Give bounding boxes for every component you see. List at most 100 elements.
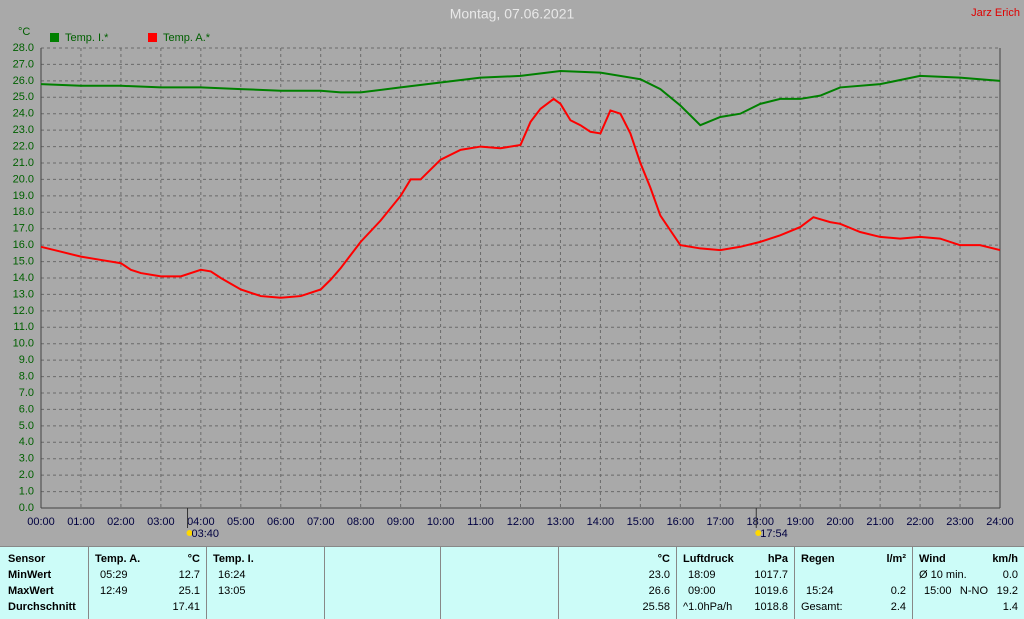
legend-label: Temp. I.* [65,32,109,44]
column-separator [558,547,559,619]
y-tick-label: 20.0 [13,173,34,185]
table-cell: 05:29 [100,569,128,581]
annotation-label: 17:54 [760,528,788,540]
table-cell: 17.41 [172,601,200,613]
table-cell: Gesamt: [801,601,843,613]
y-tick-label: 11.0 [13,321,34,333]
x-tick-label: 05:00 [227,516,255,528]
x-tick-label: 01:00 [67,516,95,528]
x-tick-label: 19:00 [786,516,814,528]
y-tick-label: 2.0 [19,469,34,481]
y-tick-label: 28.0 [13,42,34,54]
table-cell: hPa [767,553,788,565]
table-cell: 26.6 [648,585,670,597]
y-tick-label: 10.0 [13,338,34,350]
legend-label: Temp. A.* [163,32,211,44]
x-tick-label: 20:00 [826,516,854,528]
x-tick-label: 00:00 [27,516,55,528]
x-tick-label: 08:00 [347,516,375,528]
x-tick-label: 06:00 [267,516,295,528]
column-separator [440,547,441,619]
y-tick-label: 15.0 [13,255,34,267]
y-tick-label: 3.0 [19,453,34,465]
y-tick-label: 5.0 [19,420,34,432]
table-cell: Temp. I. [213,553,254,565]
table-cell: Durchschnitt [8,601,76,613]
table-cell: ^1.0hPa/h [683,601,733,613]
y-tick-label: 8.0 [19,370,34,382]
y-tick-label: 9.0 [19,354,34,366]
y-tick-label: 6.0 [19,403,34,415]
y-tick-label: 4.0 [19,436,34,448]
table-cell: l/m² [886,553,906,565]
x-tick-label: 23:00 [946,516,974,528]
table-cell: °C [187,553,200,565]
y-tick-label: 18.0 [13,206,34,218]
table-cell: 25.58 [642,601,670,613]
table-cell: MaxWert [8,585,54,597]
x-tick-label: 18:00 [746,516,774,528]
table-cell: 1019.6 [754,585,788,597]
x-tick-label: 14:00 [587,516,615,528]
table-cell: 09:00 [688,585,716,597]
table-cell: N-NO [959,585,988,597]
y-tick-label: 27.0 [13,58,34,70]
table-cell: 0.0 [1002,569,1018,581]
table-cell: Ø 10 min. [919,569,967,581]
y-tick-label: 12.0 [13,305,34,317]
table-cell: 1018.8 [754,601,788,613]
table-cell: 1017.7 [754,569,788,581]
table-cell: 19.2 [996,585,1018,597]
table-cell: Regen [801,553,835,565]
table-cell: 18:09 [688,569,716,581]
table-cell: °C [657,553,670,565]
y-tick-label: 23.0 [13,124,34,136]
column-separator [206,547,207,619]
table-cell: km/h [992,553,1018,565]
table-cell: 15:24 [806,585,834,597]
series-line [40,69,1001,127]
table-cell: 1.4 [1002,601,1018,613]
x-tick-label: 17:00 [707,516,735,528]
x-tick-label: 10:00 [427,516,455,528]
annotation-label: 03:40 [192,528,220,540]
y-tick-label: 0.0 [19,502,34,514]
column-separator [88,547,89,619]
x-tick-label: 02:00 [107,516,135,528]
chart: Montag, 07.06.2021 Jarz Erich °C 0.0 1.0 2… [13,6,1020,540]
y-tick-label: 7.0 [19,387,34,399]
x-tick-label: 15:00 [627,516,655,528]
y-tick-label: 21.0 [13,157,34,169]
x-tick-label: 12:00 [507,516,535,528]
table-cell: 12.7 [178,569,200,581]
table-cell: Sensor [8,553,46,565]
x-tick-label: 22:00 [906,516,934,528]
x-tick-label: 04:00 [187,516,215,528]
y-tick-label: 26.0 [13,75,34,87]
legend-swatch [50,33,59,42]
table-cell: 25.1 [178,585,200,597]
stats-table: Sensor MinWert MaxWert Durchschnitt Temp. A.… [0,546,1024,619]
x-tick-label: 24:00 [986,516,1014,528]
x-tick-label: 07:00 [307,516,335,528]
y-tick-label: 22.0 [13,140,34,152]
table-cell: 12:49 [100,585,128,597]
table-cell: 15:00 [924,585,952,597]
table-cell: 16:24 [218,569,246,581]
x-tick-label: 09:00 [387,516,415,528]
chart-title: Montag, 07.06.2021 [450,6,575,22]
x-tick-label: 11:00 [467,516,494,528]
y-tick-label: 17.0 [13,223,34,235]
y-tick-label: 16.0 [13,239,34,251]
y-tick-label: 25.0 [13,91,34,103]
table-cell: Luftdruck [683,553,734,565]
table-cell: MinWert [8,569,52,581]
y-tick-label: 13.0 [13,288,34,300]
x-tick-label: 03:00 [147,516,175,528]
column-separator [794,547,795,619]
owner-label: Jarz Erich [971,7,1020,19]
sun-icon [755,530,762,536]
y-tick-label: 14.0 [13,272,34,284]
column-separator [676,547,677,619]
